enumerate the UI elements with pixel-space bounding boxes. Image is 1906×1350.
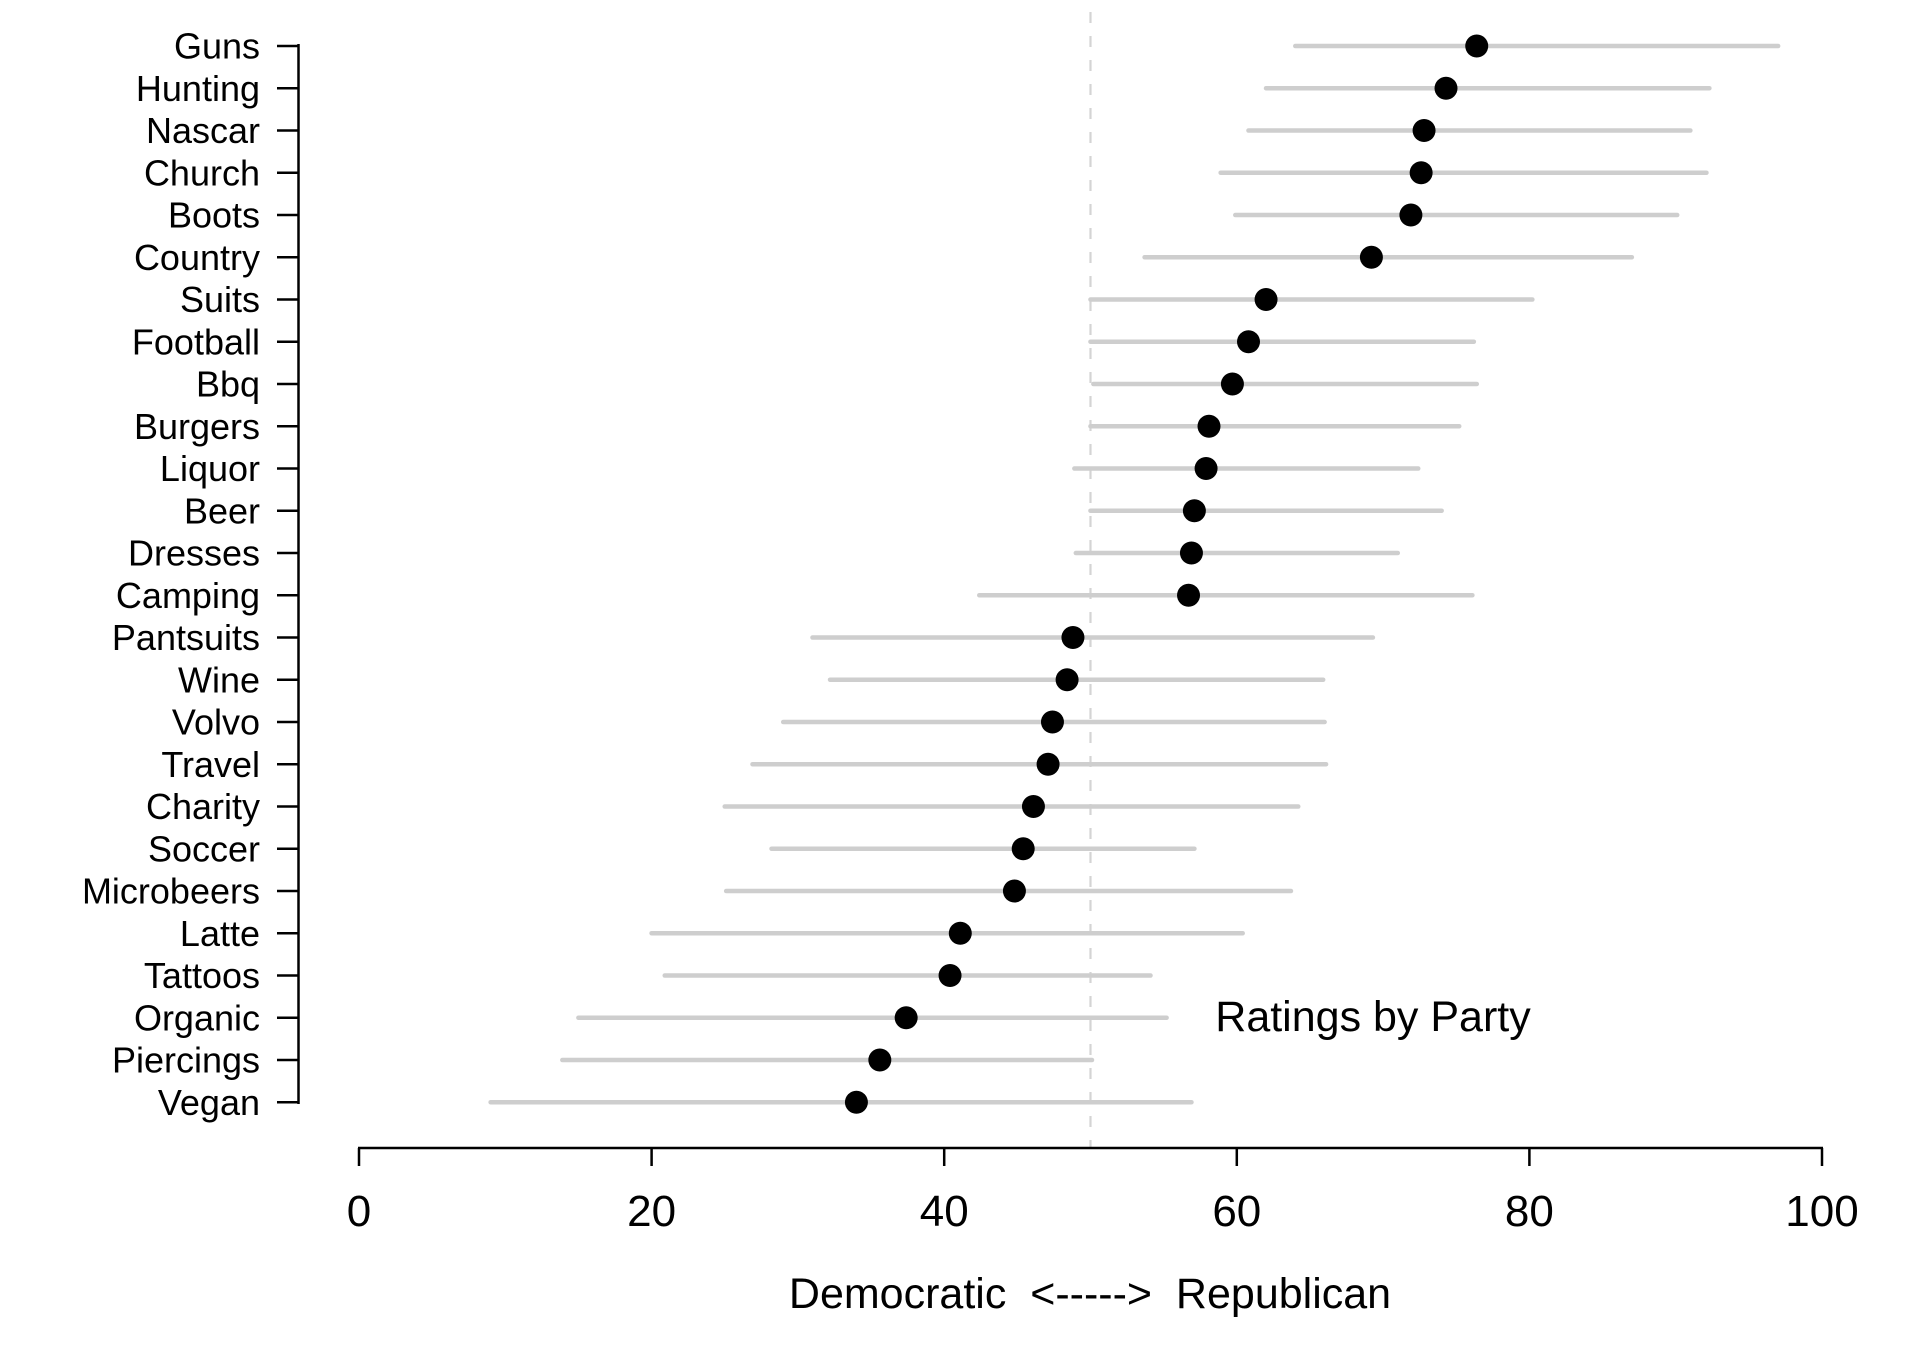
dot-tattoos [938,964,962,987]
dot-boots [1399,203,1423,227]
dot-camping [1177,583,1201,607]
dot-liquor [1194,457,1218,480]
dots-group [844,34,1489,1114]
category-label-church: Church [144,152,260,193]
dot-burgers [1197,414,1221,438]
category-label-liquor: Liquor [160,448,260,489]
dot-microbeers [1002,879,1026,903]
dot-beer [1182,499,1206,523]
category-label-suits: Suits [180,279,260,320]
category-label-beer: Beer [184,490,260,531]
category-label-hunting: Hunting [136,68,260,109]
category-label-volvo: Volvo [172,702,260,743]
interval-bars-group [488,43,1781,1105]
x-tick-label-20: 20 [627,1187,676,1236]
x-tick-label-80: 80 [1505,1187,1554,1236]
dot-piercings [868,1048,892,1072]
y-axis: GunsHuntingNascarChurchBootsCountrySuits… [82,26,300,1123]
x-tick-label-60: 60 [1212,1187,1261,1236]
category-label-tattoos: Tattoos [144,955,260,996]
category-label-country: Country [134,237,260,278]
category-label-football: Football [132,321,260,362]
category-label-nascar: Nascar [146,110,260,151]
category-label-vegan: Vegan [158,1082,260,1123]
category-label-charity: Charity [146,786,260,827]
category-label-bbq: Bbq [196,364,260,405]
dot-soccer [1011,837,1035,861]
category-label-boots: Boots [168,195,260,236]
annotation-ratings-by-party: Ratings by Party [1215,993,1531,1041]
category-label-guns: Guns [174,26,260,67]
category-label-travel: Travel [161,744,260,785]
category-label-piercings: Piercings [112,1040,260,1081]
dot-bbq [1220,372,1244,396]
category-label-organic: Organic [134,997,260,1038]
category-label-latte: Latte [180,913,260,954]
dot-hunting [1434,76,1458,100]
x-axis-title: Democratic <-----> Republican [789,1270,1391,1318]
dot-latte [948,921,972,945]
dot-nascar [1412,119,1436,142]
category-label-dresses: Dresses [128,533,260,574]
category-label-burgers: Burgers [134,406,260,447]
category-label-pantsuits: Pantsuits [112,617,260,658]
dot-organic [894,1006,918,1030]
dot-dresses [1179,541,1203,565]
dot-vegan [844,1090,868,1114]
dot-travel [1036,752,1060,776]
category-label-soccer: Soccer [148,828,260,869]
x-axis: 0 20 40 60 80 100 [347,1146,1859,1236]
x-tick-label-100: 100 [1785,1187,1858,1236]
dot-pantsuits [1061,626,1085,649]
category-label-camping: Camping [116,575,260,616]
dot-football [1237,330,1261,354]
dot-church [1409,161,1433,185]
category-label-wine: Wine [178,659,260,700]
dot-charity [1021,795,1045,818]
category-label-microbeers: Microbeers [82,871,260,912]
dot-guns [1465,34,1489,58]
dot-country [1359,245,1383,269]
dot-volvo [1040,710,1064,734]
dot-suits [1254,288,1278,311]
dot-wine [1055,668,1079,692]
x-tick-label-40: 40 [920,1187,969,1236]
x-tick-label-0: 0 [347,1187,371,1236]
